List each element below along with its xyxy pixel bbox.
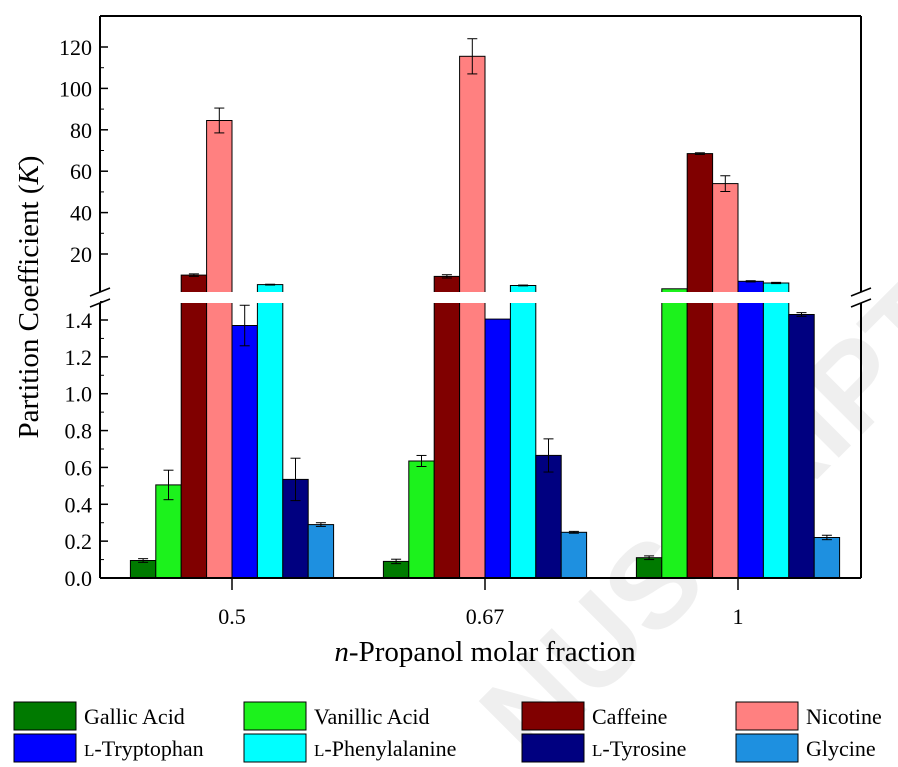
y-tick-label: 40 [70,201,92,226]
legend: Gallic Acid Vanillic Acid Caffeine Nicotine… [13,701,882,763]
axis-break-mark [89,298,111,308]
y-tick-label: 0.2 [65,529,93,554]
legend-swatch [243,701,307,731]
bar [661,288,688,579]
legend-label: Glycine [806,736,876,761]
legend-swatch [13,733,77,763]
y-axis-title-text: Partition Coefficient ( [13,185,45,439]
legend-swatch [521,701,585,731]
y-tick-label: 100 [59,76,92,101]
bar [433,275,461,579]
axis-break-band [98,292,863,303]
legend-label-prefix: L [314,741,324,760]
bar [408,460,435,579]
axis-break-mark [89,287,111,297]
bar [180,274,208,579]
bar [635,557,663,579]
legend-label: L-Phenylalanine [314,736,456,761]
legend-label-prefix: L [84,741,94,760]
legend-label-prefix: L [592,741,602,760]
x-tick-label: 1 [733,604,744,629]
y-axis-title-var: K [13,164,45,186]
x-axis-title: n-Propanol molar fraction [334,636,636,668]
axis-break-mark [850,287,872,297]
plot-area: NUSCRIPT0.00.20.40.60.81.01.21.420406080… [13,15,898,767]
x-axis-title-text: -Propanol molar fraction [349,636,636,668]
bar [535,454,562,579]
legend-swatch [735,733,799,763]
legend-label: Vanillic Acid [314,704,429,729]
bar [484,318,511,579]
bar [307,524,335,579]
y-tick-label: 0.8 [65,419,93,444]
bar [231,325,258,579]
bar [206,120,233,579]
y-axis-title: Partition Coefficient (K) [13,156,45,439]
bar [155,484,182,579]
y-tick-label: 1.0 [65,382,93,407]
y-tick-label: 1.2 [65,345,93,370]
bar [762,282,790,579]
y-tick-label: 120 [59,35,92,60]
legend-label: L-Tryptophan [84,736,204,761]
legend-label: Gallic Acid [84,704,185,729]
y-tick-label: 20 [70,242,92,267]
bar [737,280,764,579]
bar [459,55,486,579]
y-tick-label: 60 [70,159,92,184]
axis-break-mark [850,298,872,308]
legend-label-text: -Tryptophan [94,736,203,761]
bar [256,284,284,579]
bar [813,537,841,579]
bar [788,314,815,579]
legend-swatch [735,701,799,731]
x-tick-label: 0.67 [466,604,505,629]
y-tick-label: 80 [70,118,92,143]
bar [712,183,739,579]
bar [129,560,157,579]
legend-swatch [243,733,307,763]
y-axis-title-suffix: ) [13,156,45,166]
bar [686,153,714,579]
y-tick-label: 0.4 [65,492,93,517]
bar [509,285,537,579]
y-tick-label: 0.6 [65,455,93,480]
y-tick-label: 0.0 [65,566,93,591]
x-axis-title-prefix: n [334,636,349,668]
legend-label: Caffeine [592,704,667,729]
legend-label-text: -Phenylalanine [324,736,456,761]
legend-label: L-Tyrosine [592,736,686,761]
bar [560,531,588,579]
y-tick-label: 1.4 [65,308,93,333]
legend-label: Nicotine [806,704,882,729]
legend-swatch [13,701,77,731]
x-tick-label: 0.5 [218,604,246,629]
legend-swatch [521,733,585,763]
legend-label-text: -Tyrosine [602,736,686,761]
